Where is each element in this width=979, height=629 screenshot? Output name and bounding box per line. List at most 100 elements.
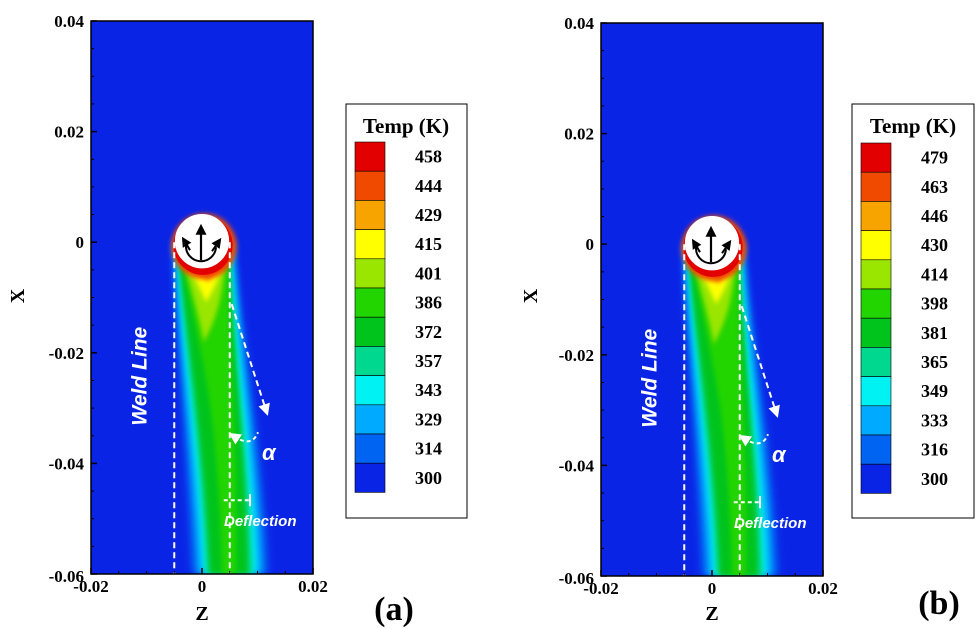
alpha-label: α (262, 440, 277, 465)
deflection-direction-arrow (740, 305, 780, 418)
y-tick-label: -0.02 (49, 344, 84, 363)
legend-title: Temp (K) (363, 114, 449, 138)
y-tick-label: 0.02 (54, 123, 84, 142)
legend-level-label: 372 (415, 322, 442, 342)
x-axis-label: Z (195, 603, 208, 625)
legend-swatch (354, 433, 386, 464)
y-tick-label: -0.04 (49, 454, 85, 473)
axes: 0.040.020-0.02-0.04-0.06-0.02 0 0.02 (49, 12, 328, 596)
legend-swatch (860, 230, 892, 261)
chart-panel-a: Weld Line α Deflection 0.04 0.02 0 -0.02 -0.04… (7, 12, 468, 628)
y-tick-label: 0.02 (564, 125, 594, 144)
legend-items: 458 444 429 415 401 386 372 357 343 329 314 300 (354, 141, 442, 493)
chart-panel-b: Weld Line α Deflection 0.04 0.02 0 -0.02 -0.04… (520, 14, 975, 625)
legend-level-label: 333 (921, 410, 948, 430)
legend-swatch (860, 376, 892, 407)
legend-swatch (354, 258, 386, 289)
axes: 0.040.020-0.02-0.04-0.06-0.02 0 0.02 (559, 14, 838, 598)
legend-swatch (354, 346, 386, 376)
tool-rotation-arrow-left (181, 236, 192, 251)
temperature-band-5 (179, 242, 237, 574)
legend-swatch (354, 462, 386, 493)
legend-swatch (354, 229, 386, 260)
legend-title: Temp (K) (870, 114, 956, 138)
y-tick-label: 0 (76, 233, 85, 252)
y-tick-label: 0 (586, 235, 595, 254)
panel-label: (a) (374, 591, 414, 628)
y-tick-label: 0.04 (54, 12, 84, 31)
legend: Temp (K) 458 444 429 415 401 386 372 357 343 329 3… (345, 103, 468, 519)
legend-swatch (860, 347, 892, 377)
y-tick-label: 0.04 (564, 14, 594, 33)
alpha-angle-arc (228, 431, 259, 445)
legend-level-label: 381 (921, 323, 948, 343)
legend-swatch (354, 170, 386, 201)
legend-swatch (354, 404, 386, 435)
contour-field: Weld Line α Deflection (601, 23, 823, 576)
legend-level-label: 316 (921, 440, 948, 460)
legend-swatch (860, 434, 892, 465)
x-tick-label: 0 (198, 577, 207, 596)
contour-plot: Weld Line α Deflection (601, 23, 823, 576)
y-tick-label: -0.06 (49, 567, 84, 586)
x-tick-label: -0.02 (73, 577, 108, 596)
legend-level-label: 429 (415, 205, 442, 225)
tool-rotation-arrow-right (211, 237, 222, 252)
legend-level-label: 479 (921, 148, 948, 168)
weld-line-label: Weld Line (128, 326, 151, 425)
legend-level-label: 300 (415, 468, 442, 488)
legend-level-label: 463 (921, 177, 948, 197)
tool-rotation-arc (184, 245, 217, 263)
y-tick-label: -0.04 (559, 456, 595, 475)
y-axis-label: X (520, 288, 542, 303)
legend-swatch (354, 287, 386, 318)
legend-swatch (860, 463, 892, 494)
legend-swatch (354, 200, 386, 230)
tool-rotation-arrow-left (691, 238, 702, 253)
temperature-band-5 (689, 244, 747, 576)
contour-plot: Weld Line α Deflection (91, 21, 313, 574)
legend-swatch (354, 316, 386, 347)
legend-level-label: 349 (921, 381, 948, 401)
deflection-direction-arrow (230, 303, 270, 416)
x-tick-label: 0.02 (298, 577, 328, 596)
legend-swatch (860, 288, 892, 319)
legend-level-label: 446 (921, 206, 948, 226)
legend-level-label: 401 (415, 263, 442, 283)
weld-line-label: Weld Line (638, 328, 661, 427)
alpha-angle-arc (738, 433, 769, 447)
deflection-label: Deflection (224, 513, 297, 530)
x-tick-label: -0.02 (583, 579, 618, 598)
legend-swatch (860, 171, 892, 202)
legend-level-label: 329 (415, 409, 442, 429)
legend-level-label: 314 (415, 439, 442, 459)
legend-swatch (860, 259, 892, 290)
legend-level-label: 398 (921, 294, 948, 314)
legend-level-label: 386 (415, 293, 442, 313)
contour-field: Weld Line α Deflection (91, 21, 313, 574)
y-tick-label: -0.02 (559, 346, 594, 365)
legend-level-label: 444 (415, 176, 442, 196)
legend-level-label: 430 (921, 235, 948, 255)
legend-swatch (860, 201, 892, 231)
legend-swatch (860, 317, 892, 348)
legend-swatch (860, 405, 892, 436)
legend-level-label: 458 (415, 147, 442, 167)
deflection-label: Deflection (734, 515, 807, 532)
legend-swatch (354, 141, 386, 172)
legend-swatch (860, 142, 892, 173)
x-tick-label: 0.02 (808, 579, 838, 598)
tool-rotation-arc (694, 247, 727, 265)
legend-level-label: 415 (415, 234, 442, 254)
y-tick-label: -0.06 (559, 569, 594, 588)
legend-level-label: 343 (415, 380, 442, 400)
legend-swatch (354, 375, 386, 406)
legend-level-label: 414 (921, 264, 948, 284)
panel-label: (b) (918, 585, 960, 622)
legend-items: 479 463 446 430 414 398 381 365 349 333 316 300 (860, 142, 948, 494)
x-axis-label: Z (705, 603, 718, 625)
x-tick-label: 0 (708, 579, 717, 598)
alpha-label: α (772, 442, 787, 467)
y-axis-label: X (7, 288, 29, 303)
